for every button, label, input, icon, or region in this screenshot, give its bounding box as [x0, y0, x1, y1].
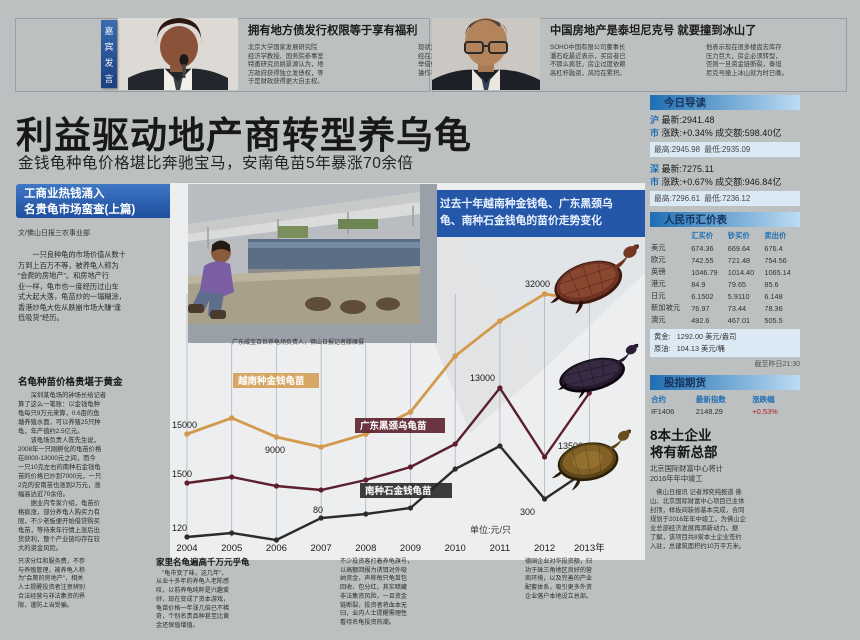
- svg-text:南种石金钱龟苗: 南种石金钱龟苗: [365, 485, 432, 497]
- svg-text:广东黑颈乌龟苗: 广东黑颈乌龟苗: [360, 420, 427, 432]
- svg-text:单位:元/只: 单位:元/只: [470, 524, 511, 535]
- svg-text:2006: 2006: [266, 543, 287, 554]
- svg-text:龟、南种石金钱龟的苗价走势变化: 龟、南种石金钱龟的苗价走势变化: [440, 213, 602, 227]
- svg-text:2007: 2007: [311, 543, 332, 554]
- svg-text:越南种金钱龟苗: 越南种金钱龟苗: [237, 375, 305, 387]
- svg-text:2008: 2008: [355, 543, 376, 554]
- svg-text:2005: 2005: [221, 543, 242, 554]
- svg-text:9000: 9000: [265, 445, 285, 455]
- svg-text:2009: 2009: [400, 543, 421, 554]
- svg-text:2011: 2011: [490, 543, 510, 554]
- svg-text:2012: 2012: [534, 543, 555, 554]
- svg-text:13000: 13000: [470, 373, 495, 383]
- svg-text:300: 300: [520, 507, 535, 517]
- svg-text:2013年: 2013年: [574, 542, 605, 554]
- svg-text:80: 80: [313, 505, 323, 515]
- svg-text:过去十年越南种金钱龟、广东黑颈乌: 过去十年越南种金钱龟、广东黑颈乌: [440, 196, 613, 210]
- svg-text:2010: 2010: [445, 543, 466, 554]
